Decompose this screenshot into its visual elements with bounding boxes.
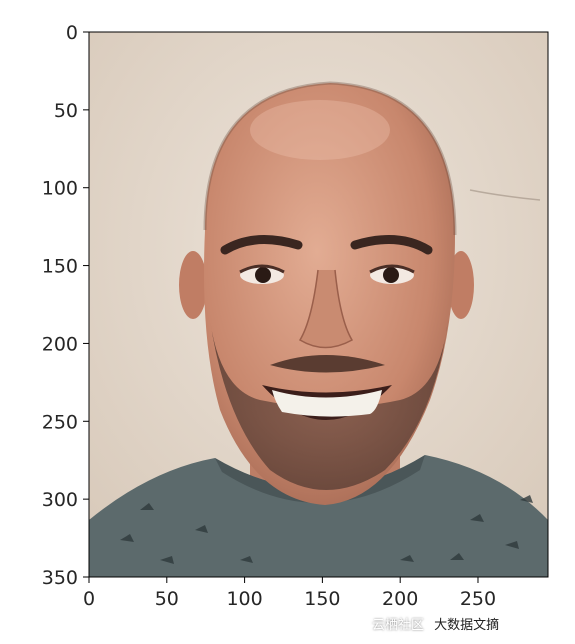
x-tick-label: 0 [83,588,95,610]
y-tick-label: 100 [42,178,78,200]
y-tick-label: 50 [54,100,78,122]
face-photo [89,32,548,577]
axes-frame [88,31,549,578]
x-tick-label: 200 [382,588,418,610]
y-tick-label: 150 [42,256,78,278]
x-tick-label: 250 [460,588,496,610]
y-tick-label: 0 [66,22,78,44]
x-tick-label: 100 [226,588,262,610]
watermark-text-2: 大数据文摘 [434,618,500,633]
x-axis-ticks: 0 50 100 150 200 250 [83,577,496,610]
watermark: 云栖社区 大数据文摘 [372,614,499,633]
x-tick-label: 150 [304,588,340,610]
watermark-text-1: 云栖社区 [372,618,425,633]
y-tick-label: 300 [42,489,78,511]
x-tick-label: 50 [155,588,179,610]
y-tick-label: 350 [42,567,78,589]
y-tick-label: 200 [42,333,78,355]
y-tick-label: 250 [42,411,78,433]
y-axis-ticks: 0 50 100 150 200 250 300 350 [42,22,89,589]
